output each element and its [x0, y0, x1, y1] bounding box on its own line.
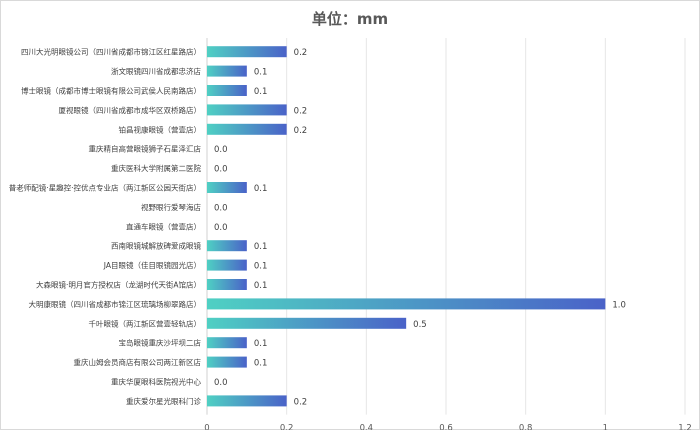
value-label: 0.1	[254, 339, 268, 349]
bar	[207, 298, 606, 310]
value-label: 0.0	[214, 223, 228, 233]
category-label: 大森眼镜·明月官方授权店（龙湖时代天街A馆店）	[36, 280, 201, 290]
value-label: 0.2	[294, 126, 308, 136]
x-tick-label: 0.4	[360, 424, 374, 430]
bar	[207, 46, 287, 58]
category-label: 浙文眼镜四川省成都忠济店	[111, 66, 201, 76]
value-label: 0.1	[254, 184, 268, 194]
category-label: 博士眼镜（成都市博士眼镜有限公司武侯人民南路店）	[21, 86, 201, 96]
category-label: 重庆精自高营眼镜狮子石星泽汇店	[89, 144, 202, 154]
value-label: 0.2	[294, 397, 308, 407]
category-label: 重庆山姆会员商店有限公司两江新区店	[74, 357, 202, 367]
category-label: 直通车眼镜（营壹店）	[126, 221, 201, 231]
bar	[207, 240, 247, 252]
bar	[207, 279, 247, 290]
category-label: 宝岛眼镜重庆沙坪坝二店	[119, 338, 202, 348]
bar	[207, 182, 247, 193]
value-label: 0.1	[254, 281, 268, 291]
x-tick-label: 1.2	[678, 424, 692, 430]
value-label: 0.0	[214, 378, 228, 388]
chart-title: 单位：mm	[311, 10, 389, 28]
bar	[207, 356, 247, 368]
value-label: 0.2	[294, 106, 308, 116]
bar	[207, 337, 247, 349]
bar	[207, 65, 247, 77]
value-label: 0.2	[294, 48, 308, 58]
category-label: 重庆医科大学附属第二医院	[111, 163, 201, 173]
bar	[207, 259, 247, 271]
category-label: 大明康眼镜（四川省成都市锦江区琉璃场柳翠路店）	[29, 299, 202, 309]
category-label: 四川大光明眼镜公司（四川省成都市锦江区红星路店）	[21, 47, 201, 57]
x-tick-label: 0.2	[280, 424, 294, 430]
category-label: JA目眼镜（佳目眼镜园光店）	[103, 260, 201, 270]
x-tick-label: 1	[603, 424, 608, 430]
value-label: 0.1	[254, 359, 268, 369]
value-label: 0.1	[254, 68, 268, 78]
x-tick-label: 0.6	[439, 424, 453, 430]
category-label: 视野眼行爱琴海店	[141, 202, 201, 212]
category-label: 重庆华厦眼科医院视光中心	[111, 377, 201, 387]
category-label: 铂昌视康眼镜（营壹店）	[119, 124, 202, 134]
x-tick-label: 0.8	[519, 424, 533, 430]
value-label: 0.1	[254, 262, 268, 272]
x-tick-label: 0	[204, 424, 209, 430]
bar	[207, 317, 407, 329]
category-label: 重庆爱尔星光眼科门诊	[126, 396, 201, 406]
category-label: 普老师配镜·星趣控·控优点专业店（两江新区公园天街店）	[9, 183, 201, 193]
value-label: 0.0	[214, 203, 228, 213]
bar	[207, 85, 247, 96]
category-label: 厦视眼镜（四川省成都市成华区双桥路店）	[59, 105, 202, 115]
bar	[207, 123, 287, 135]
value-label: 0.0	[214, 145, 228, 155]
value-label: 0.1	[254, 242, 268, 252]
category-label: 西南眼镜城解放碑爱成眼镜	[111, 241, 201, 251]
value-label: 0.1	[254, 87, 268, 97]
value-label: 0.0	[214, 165, 228, 175]
value-label: 1.0	[612, 300, 626, 310]
category-label: 千叶眼镜（两江新区营壹轻轨店）	[89, 318, 202, 328]
bar	[207, 104, 287, 116]
bar	[207, 395, 287, 407]
value-label: 0.5	[413, 320, 427, 330]
